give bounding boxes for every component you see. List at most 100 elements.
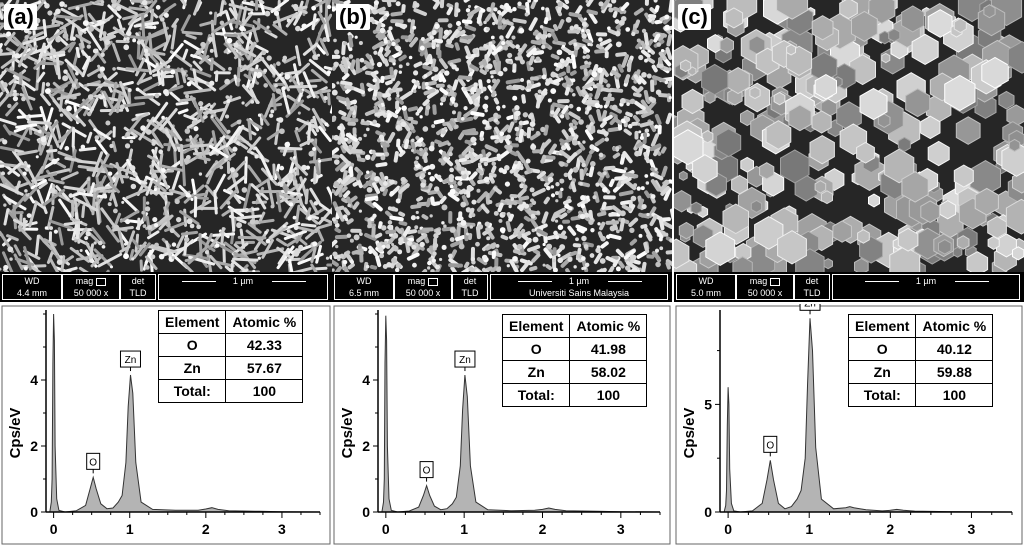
table-header-cell: Element — [159, 311, 226, 334]
databar-footer: Universiti Sains Malaysia — [491, 288, 667, 299]
svg-text:O: O — [89, 457, 97, 468]
databar-wd-value: 4.4 mm — [3, 288, 61, 299]
table-cell: Total: — [159, 380, 226, 403]
scale-bar-line-right — [608, 281, 642, 282]
databar-wd-value: 6.5 mm — [335, 288, 393, 299]
y-axis-label: Cps/eV — [681, 408, 698, 459]
peak-label-o: O — [87, 453, 100, 473]
peak-label-zn: Zn — [455, 351, 475, 371]
x-tick-label: 0 — [50, 521, 58, 537]
sem-image: (b) — [332, 0, 672, 272]
table-cell: 57.67 — [226, 357, 303, 380]
scale-bar-line-left — [518, 281, 552, 282]
y-tick-label: 2 — [30, 438, 38, 454]
panel-letter: (b) — [336, 4, 370, 30]
table-cell: Total: — [849, 384, 916, 407]
databar-wd-value: 5.0 mm — [677, 288, 735, 299]
table-cell: Zn — [159, 357, 226, 380]
scale-bar-line-left — [865, 281, 899, 282]
table-row: Total:100 — [159, 380, 303, 403]
sem-micrograph — [674, 0, 1024, 272]
databar-wd-label: WD — [3, 276, 61, 287]
databar-det-label: det — [795, 276, 829, 287]
x-tick-label: 1 — [126, 521, 134, 537]
y-tick-label: 0 — [30, 504, 38, 520]
table-header-cell: Atomic % — [226, 311, 303, 334]
x-tick-label: 2 — [202, 521, 210, 537]
databar-scale: 1 µm — [832, 274, 1020, 300]
scale-bar-line-right — [955, 281, 989, 282]
databar-det-value: TLD — [795, 288, 829, 299]
table-cell: 100 — [226, 380, 303, 403]
panel-letter: (c) — [678, 4, 711, 30]
table-header-cell: Element — [849, 315, 916, 338]
sem-micrograph — [332, 0, 672, 272]
table-cell: 100 — [916, 384, 993, 407]
peak-label-zn: Zn — [800, 304, 820, 314]
x-tick-label: 3 — [968, 521, 976, 537]
svg-text:O: O — [766, 440, 774, 451]
x-tick-label: 3 — [278, 521, 286, 537]
x-tick-label: 1 — [805, 521, 813, 537]
svg-text:O: O — [423, 466, 431, 477]
table-row: Total:100 — [503, 384, 647, 407]
databar-det-value: TLD — [121, 288, 155, 299]
peak-label-zn: Zn — [120, 351, 140, 371]
peak-label-o: O — [420, 462, 433, 482]
table-header-cell: Element — [503, 315, 570, 338]
scale-bar-label: 1 µm — [833, 276, 1019, 287]
table-cell: Total: — [503, 384, 570, 407]
x-tick-label: 2 — [539, 521, 547, 537]
databar-mag-label: mag — [395, 276, 451, 287]
databar-mag-value: 50 000 x — [63, 288, 119, 299]
y-tick-label: 5 — [704, 396, 712, 412]
svg-text:Zn: Zn — [804, 304, 816, 309]
svg-text:Zn: Zn — [125, 355, 137, 366]
databar-det-label: det — [121, 276, 155, 287]
svg-text:Zn: Zn — [459, 355, 471, 366]
sem-image: (a) — [0, 0, 332, 272]
x-tick-label: 0 — [382, 521, 390, 537]
table-cell: O — [849, 338, 916, 361]
databar-det-value: TLD — [453, 288, 487, 299]
mag-box-icon — [428, 278, 438, 286]
x-tick-label: 2 — [886, 521, 894, 537]
x-tick-label: 1 — [460, 521, 468, 537]
table-cell: 58.02 — [570, 361, 647, 384]
y-axis-label: Cps/eV — [7, 408, 24, 459]
table-header-cell: Atomic % — [916, 315, 993, 338]
table-cell: 42.33 — [226, 334, 303, 357]
databar-det-label: det — [453, 276, 487, 287]
table-cell: 40.12 — [916, 338, 993, 361]
databar-mag-label: mag — [63, 276, 119, 287]
y-tick-label: 4 — [30, 372, 38, 388]
table-cell: Zn — [503, 361, 570, 384]
table-cell: 100 — [570, 384, 647, 407]
y-tick-label: 2 — [362, 438, 370, 454]
sem-image: (c) — [674, 0, 1024, 272]
table-cell: O — [159, 334, 226, 357]
x-tick-label: 0 — [724, 521, 732, 537]
